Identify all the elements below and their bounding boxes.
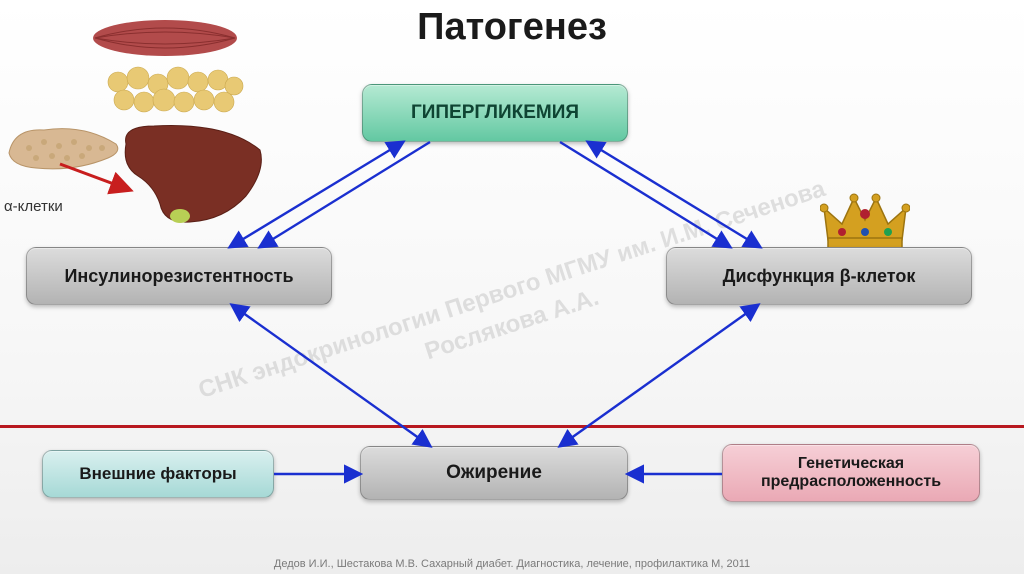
node-hyper-label: ГИПЕРГЛИКЕМИЯ: [411, 102, 579, 124]
alpha-label-text: α-клетки: [4, 198, 63, 215]
node-betadys-label: Дисфункция β-клеток: [723, 266, 916, 287]
node-genetic-label: Генетическая предрасположенность: [735, 455, 967, 491]
separator-line: [0, 425, 1024, 428]
node-insres-label: Инсулинорезистентность: [64, 266, 293, 287]
node-ext-label: Внешние факторы: [79, 464, 236, 484]
citation-label: Дедов И.И., Шестакова М.В. Сахарный диаб…: [274, 558, 750, 570]
citation-text: Дедов И.И., Шестакова М.В. Сахарный диаб…: [0, 558, 1024, 570]
alpha-cells-label: α-клетки: [4, 198, 63, 215]
node-hyperglycemia: ГИПЕРГЛИКЕМИЯ: [362, 84, 628, 142]
node-obesity-label: Ожирение: [446, 462, 542, 484]
muscle-illustration: [90, 14, 240, 67]
node-genetic-predisposition: Генетическая предрасположенность: [722, 444, 980, 502]
fat-illustration: [100, 66, 250, 121]
title-text: Патогенез: [417, 6, 607, 48]
node-obesity: Ожирение: [360, 446, 628, 500]
node-beta-dysfunction: Дисфункция β-клеток: [666, 247, 972, 305]
liver-illustration: [116, 120, 266, 235]
node-external-factors: Внешние факторы: [42, 450, 274, 498]
node-insulin-resistance: Инсулинорезистентность: [26, 247, 332, 305]
pancreas-illustration: [4, 118, 124, 183]
watermark-text-2: Рослякова А.А.: [422, 284, 603, 366]
watermark-line2: Рослякова А.А.: [422, 284, 603, 367]
